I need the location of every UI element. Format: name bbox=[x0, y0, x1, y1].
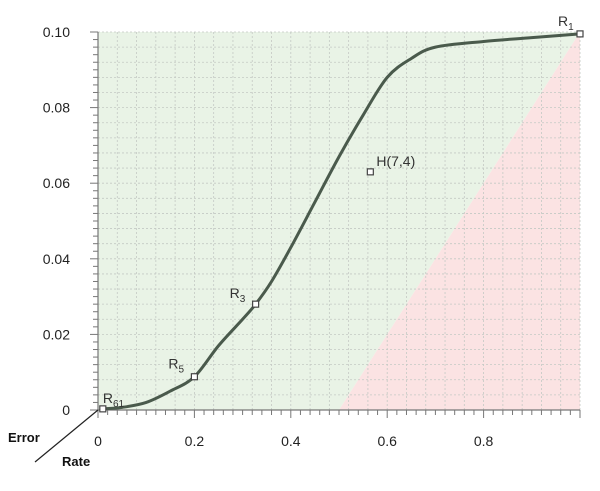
point-label: H(7,4) bbox=[376, 153, 415, 169]
y-tick-label: 0.08 bbox=[43, 100, 70, 116]
x-tick-label: 0.4 bbox=[281, 433, 301, 449]
corner-diagonal bbox=[34, 409, 99, 463]
y-tick-label: 0.06 bbox=[43, 175, 70, 191]
point-label-subscript: 3 bbox=[240, 294, 246, 305]
point-marker bbox=[252, 300, 260, 308]
error-rate-curve bbox=[101, 32, 582, 411]
y-axis-name: Error bbox=[8, 430, 40, 445]
point-marker bbox=[99, 405, 107, 413]
region-1 bbox=[339, 32, 580, 410]
point-marker bbox=[190, 373, 198, 381]
plot-regions bbox=[98, 32, 580, 410]
corner-labels: Error Rate bbox=[8, 409, 99, 469]
point-marker bbox=[366, 168, 374, 176]
point-label-subscript: 5 bbox=[179, 365, 185, 376]
y-tick-label: 0 bbox=[62, 402, 70, 418]
y-tick-label: 0.04 bbox=[43, 251, 70, 267]
point-label: R1 bbox=[558, 13, 574, 33]
x-tick-label: 0.6 bbox=[377, 433, 397, 449]
y-tick-label: 0.10 bbox=[43, 24, 70, 40]
y-tick-label: 0.02 bbox=[43, 326, 70, 342]
tick-labels: 0 0.02 0.04 0.06 0.08 0.10 0 0.2 0.4 0.6 0.8 bbox=[43, 24, 494, 449]
axes bbox=[90, 31, 581, 418]
x-axis-name: Rate bbox=[62, 454, 90, 469]
point-label-subscript: 1 bbox=[568, 22, 574, 33]
grid bbox=[97, 31, 581, 411]
point-marker bbox=[576, 30, 584, 38]
x-tick-label: 0.2 bbox=[185, 433, 205, 449]
x-tick-label: 0 bbox=[94, 433, 102, 449]
region-0 bbox=[98, 32, 580, 410]
x-tick-label: 0.8 bbox=[474, 433, 494, 449]
point-label-subscript: 61 bbox=[113, 399, 125, 410]
